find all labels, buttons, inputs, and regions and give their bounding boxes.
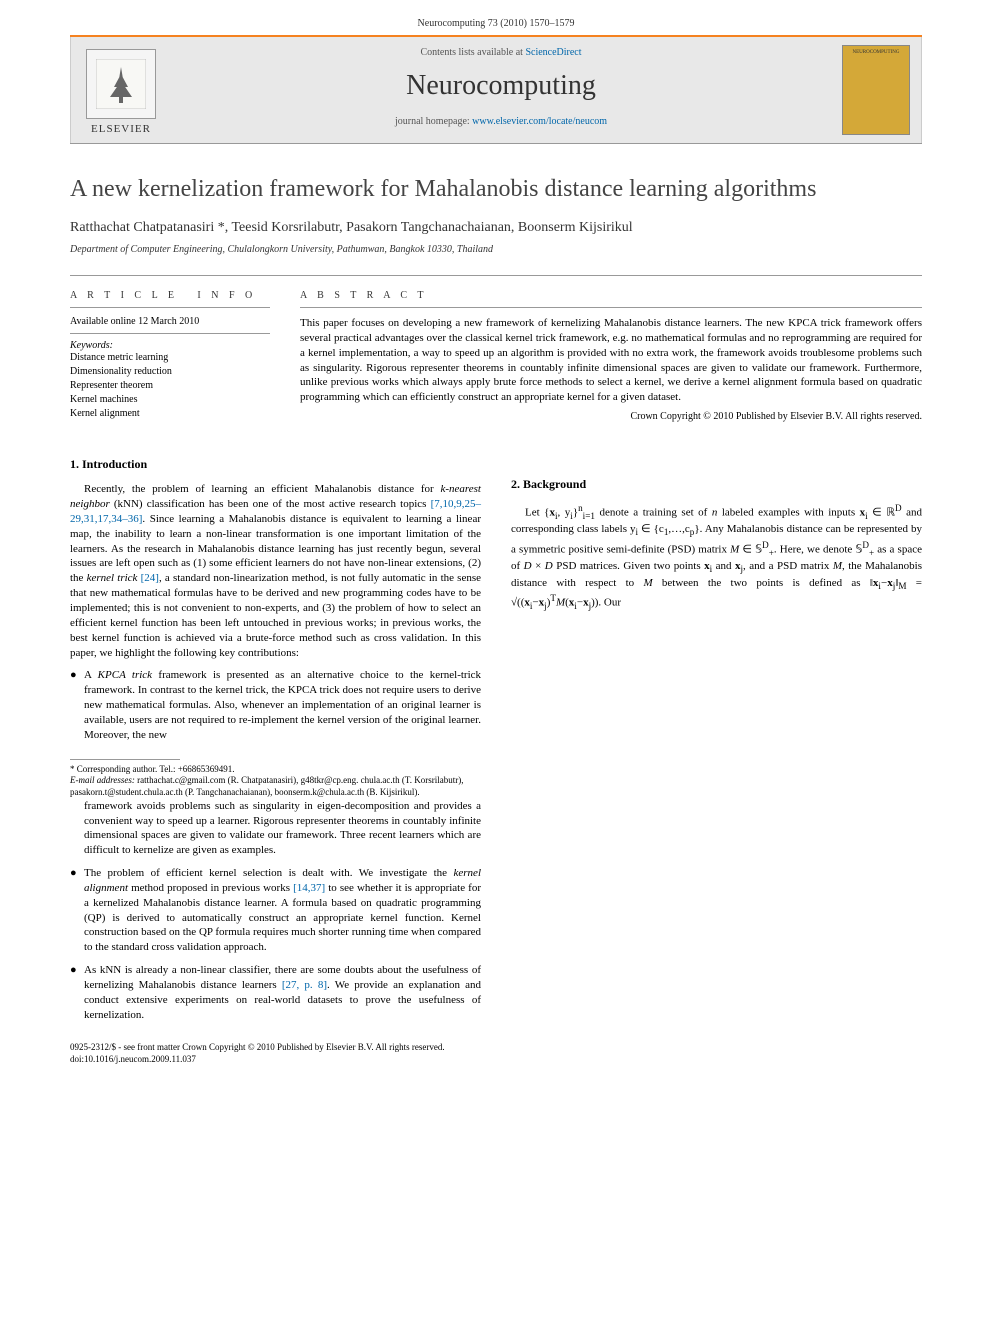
publisher-name: ELSEVIER (91, 123, 151, 135)
citation-link[interactable]: [27, p. 8] (282, 979, 327, 991)
elsevier-tree-icon (86, 49, 156, 119)
doi-line: doi:10.1016/j.neucom.2009.11.037 (70, 1054, 922, 1066)
authors: Ratthachat Chatpatanasiri *, Teesid Kors… (70, 220, 922, 236)
footnote-block: * Corresponding author. Tel.: +668653694… (70, 759, 481, 799)
citation-link[interactable]: [7,10,9,25–29,31,17,34–36] (70, 498, 481, 525)
cover-block: NEUROCOMPUTING (831, 37, 921, 143)
homepage-line: journal homepage: www.elsevier.com/locat… (179, 116, 823, 127)
citation: Neurocomputing 73 (2010) 1570–1579 (418, 18, 575, 29)
article-info: A R T I C L E I N F O Available online 1… (70, 290, 270, 422)
contents-line: Contents lists available at ScienceDirec… (179, 47, 823, 58)
corresponding-footnote: * Corresponding author. Tel.: +668653694… (70, 764, 481, 776)
info-abstract-row: A R T I C L E I N F O Available online 1… (70, 275, 922, 422)
bullet-text: A KPCA trick framework is presented as a… (84, 668, 481, 742)
keyword-item: Representer theorem (70, 379, 270, 393)
homepage-prefix: journal homepage: (395, 116, 472, 127)
page-header: Neurocomputing 73 (2010) 1570–1579 (0, 0, 992, 35)
keyword-item: Distance metric learning (70, 351, 270, 365)
bullet-text: The problem of efficient kernel selectio… (84, 866, 481, 955)
sciencedirect-link[interactable]: ScienceDirect (525, 47, 581, 58)
background-paragraph: Let {xi, yi}ni=1 denote a training set o… (511, 502, 922, 612)
section-1-heading: 1. Introduction (70, 456, 481, 472)
bullet-text: As kNN is already a non-linear classifie… (84, 963, 481, 1022)
abstract-text: This paper focuses on developing a new f… (300, 316, 922, 405)
bullet-continuation: framework avoids problems such as singul… (84, 799, 481, 858)
online-date: Available online 12 March 2010 (70, 316, 270, 334)
citation-link[interactable]: [14,37] (293, 882, 325, 894)
bullet-item: ● The problem of efficient kernel select… (70, 866, 481, 955)
page-footer: 0925-2312/$ - see front matter Crown Cop… (0, 1034, 992, 1085)
keywords-label: Keywords: (70, 340, 270, 351)
bullet-icon: ● (70, 866, 84, 955)
publisher-block: ELSEVIER (71, 37, 171, 143)
section-2-wrap: 2. Background Let {xi, yi}ni=1 denote a … (511, 476, 922, 613)
abstract-heading: A B S T R A C T (300, 290, 922, 308)
banner-wrap: ELSEVIER Contents lists available at Sci… (70, 35, 922, 144)
email-footnote: E-mail addresses: ratthachat.c@gmail.com… (70, 775, 481, 798)
abstract-column: A B S T R A C T This paper focuses on de… (300, 290, 922, 422)
banner-center: Contents lists available at ScienceDirec… (171, 37, 831, 143)
body-columns: 1. Introduction Recently, the problem of… (70, 452, 922, 1024)
bullet-item: ● A KPCA trick framework is presented as… (70, 668, 481, 742)
article-body: A new kernelization framework for Mahala… (0, 144, 992, 1034)
citation-link[interactable]: [24] (141, 572, 159, 584)
journal-cover-icon: NEUROCOMPUTING (842, 45, 910, 135)
abstract-copyright: Crown Copyright © 2010 Published by Else… (300, 411, 922, 422)
article-info-heading: A R T I C L E I N F O (70, 290, 270, 308)
keyword-item: Kernel alignment (70, 407, 270, 421)
contents-prefix: Contents lists available at (420, 47, 525, 58)
section-2-heading: 2. Background (511, 476, 922, 492)
author-list: Ratthachat Chatpatanasiri *, Teesid Kors… (70, 220, 633, 235)
bullet-icon: ● (70, 668, 84, 742)
keyword-item: Kernel machines (70, 393, 270, 407)
journal-banner: ELSEVIER Contents lists available at Sci… (70, 37, 922, 143)
bullet-icon: ● (70, 963, 84, 1022)
email-label: E-mail addresses: (70, 775, 135, 785)
homepage-link[interactable]: www.elsevier.com/locate/neucom (472, 116, 607, 127)
bullet-item: ● As kNN is already a non-linear classif… (70, 963, 481, 1022)
article-title: A new kernelization framework for Mahala… (70, 174, 922, 204)
affiliation: Department of Computer Engineering, Chul… (70, 244, 922, 255)
intro-paragraph: Recently, the problem of learning an eff… (70, 482, 481, 660)
footnote-separator (70, 759, 180, 760)
keyword-item: Dimensionality reduction (70, 365, 270, 379)
journal-name: Neurocomputing (179, 70, 823, 102)
issn-line: 0925-2312/$ - see front matter Crown Cop… (70, 1042, 922, 1054)
